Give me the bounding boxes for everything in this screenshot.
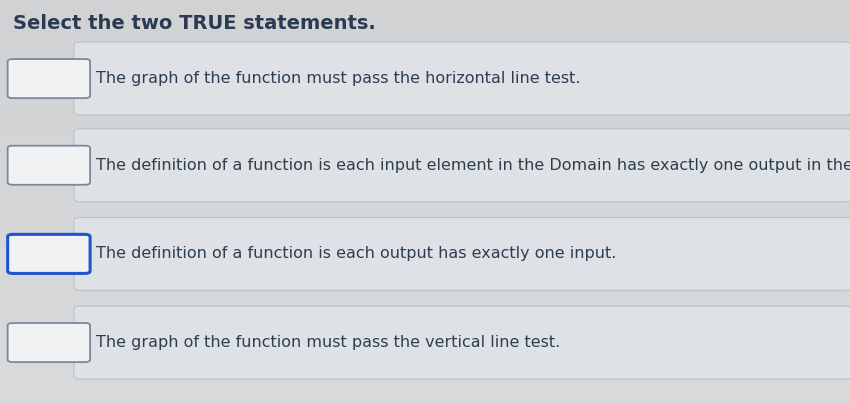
FancyBboxPatch shape bbox=[8, 323, 90, 362]
FancyBboxPatch shape bbox=[8, 59, 90, 98]
Text: The definition of a function is each output has exactly one input.: The definition of a function is each out… bbox=[96, 246, 616, 262]
FancyBboxPatch shape bbox=[74, 218, 850, 290]
Text: The definition of a function is each input element in the Domain has exactly one: The definition of a function is each inp… bbox=[96, 158, 850, 173]
FancyBboxPatch shape bbox=[74, 42, 850, 115]
Text: The graph of the function must pass the horizontal line test.: The graph of the function must pass the … bbox=[96, 71, 581, 86]
FancyBboxPatch shape bbox=[74, 306, 850, 379]
Text: Select the two TRUE statements.: Select the two TRUE statements. bbox=[13, 14, 376, 33]
FancyBboxPatch shape bbox=[8, 235, 90, 273]
FancyBboxPatch shape bbox=[74, 129, 850, 202]
FancyBboxPatch shape bbox=[8, 146, 90, 185]
Text: The graph of the function must pass the vertical line test.: The graph of the function must pass the … bbox=[96, 335, 560, 350]
